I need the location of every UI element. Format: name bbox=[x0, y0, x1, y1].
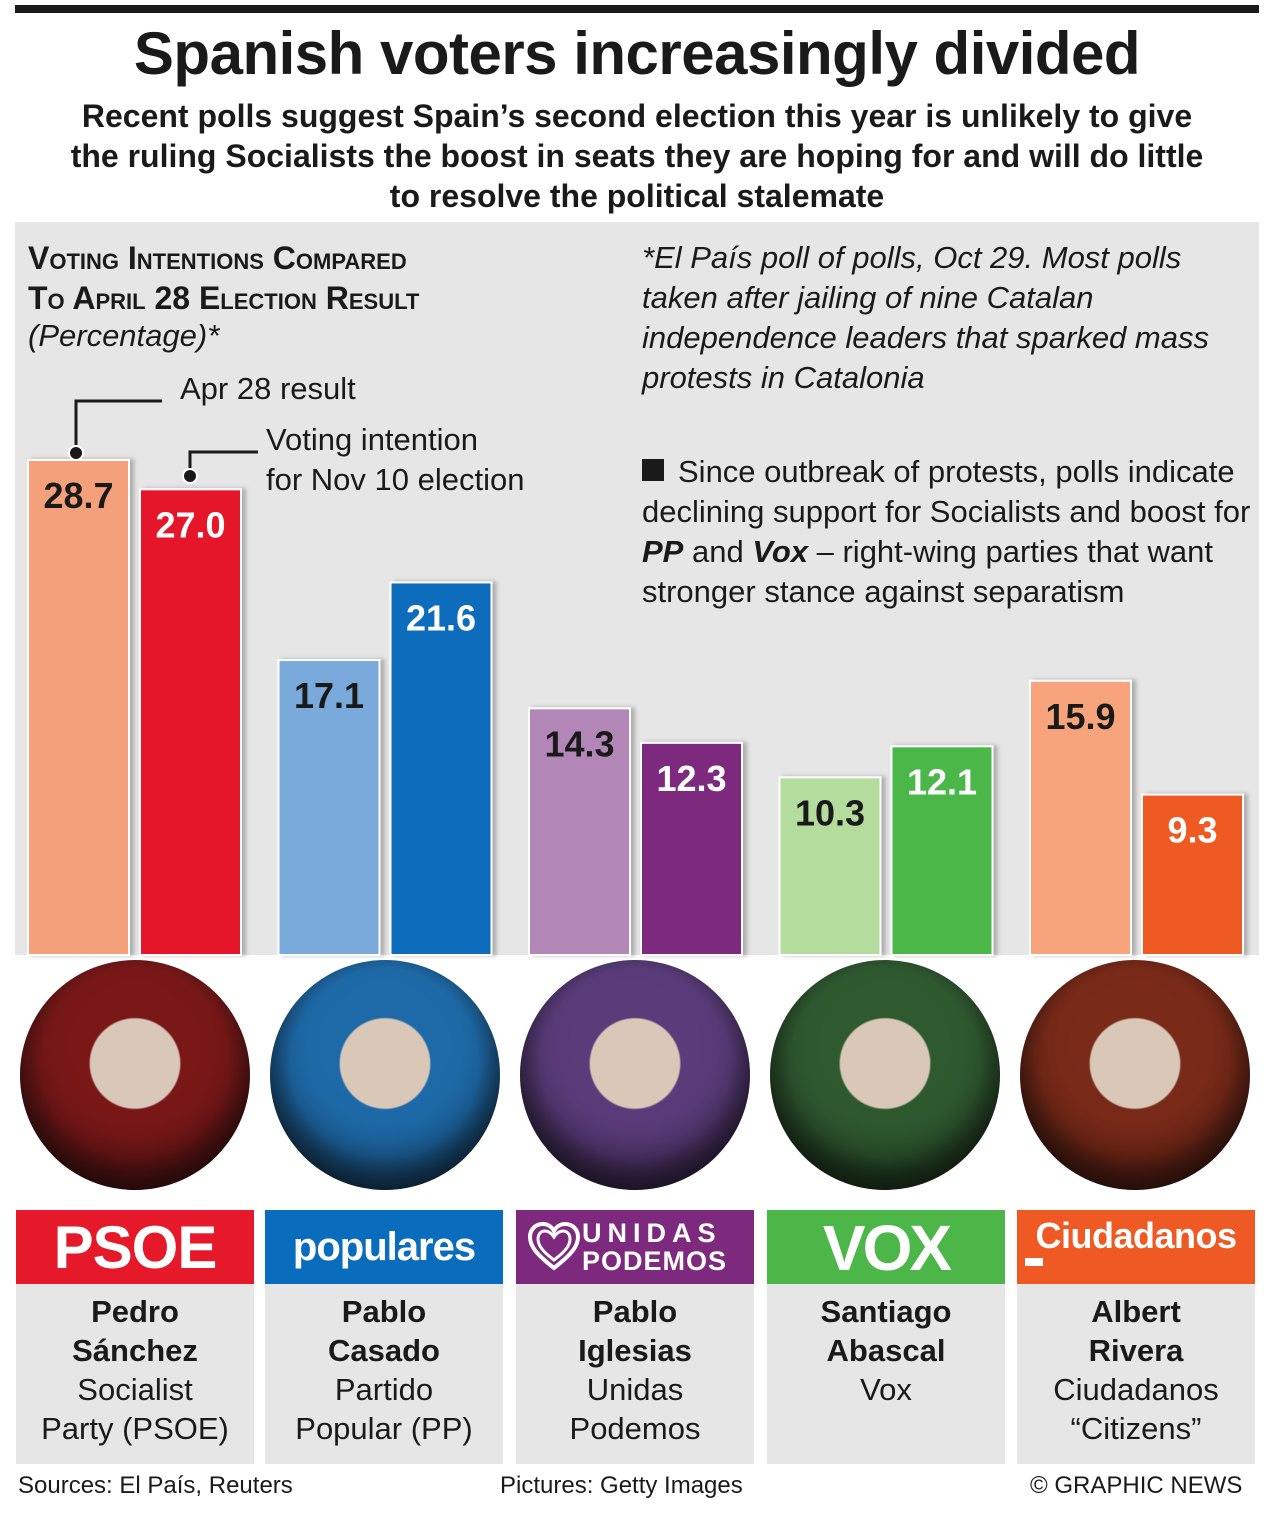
footer-sources: Sources: El País, Reuters bbox=[18, 1472, 293, 1499]
protest-note: Since outbreak of protests, polls indica… bbox=[642, 452, 1252, 612]
leader-name-2: Sánchez bbox=[72, 1333, 198, 1368]
footer-pictures: Pictures: Getty Images bbox=[500, 1472, 743, 1499]
legend-nov-leader bbox=[188, 450, 258, 476]
bar-nov-0 bbox=[139, 488, 242, 956]
party-name-1: Unidas bbox=[586, 1372, 684, 1407]
logo-psoe-text: PSOE bbox=[53, 1214, 218, 1281]
logo-pp: populares bbox=[265, 1210, 503, 1284]
protest-note-pp: PP bbox=[642, 534, 684, 569]
leader-name-1: Pablo bbox=[341, 1294, 427, 1329]
bar-apr-3 bbox=[778, 776, 882, 957]
bar-label-nov-1: 21.6 bbox=[406, 597, 476, 638]
logo-vox-text: VOX bbox=[822, 1212, 952, 1284]
legend-nov-line-2: for Nov 10 election bbox=[266, 462, 525, 497]
logo-podemos-line-1: UNIDAS bbox=[582, 1218, 722, 1248]
chart-heading-line-2: To April 28 Election Result bbox=[28, 280, 420, 316]
leader-name-2: Casado bbox=[328, 1333, 440, 1368]
legend-nov-dot bbox=[182, 468, 198, 484]
party-name-2: Podemos bbox=[569, 1411, 701, 1446]
party-name-2: Popular (PP) bbox=[295, 1411, 473, 1446]
heart-icon bbox=[528, 1222, 580, 1271]
bar-label-nov-3: 12.1 bbox=[907, 761, 977, 802]
logo-podemos-line-2: PODEMOS bbox=[582, 1246, 728, 1276]
photo-albert-rivera bbox=[1020, 960, 1250, 1190]
page-subtitle: Recent polls suggest Spain’s second elec… bbox=[70, 98, 1204, 214]
leader-name-1: Pablo bbox=[592, 1294, 678, 1329]
ciudadanos-mark-icon bbox=[1025, 1258, 1043, 1266]
photo-pablo-casado bbox=[270, 960, 500, 1190]
protest-note-b: – right-wing parties that want stronger … bbox=[642, 534, 1213, 609]
legend-nov-label: Voting intention for Nov 10 election bbox=[266, 420, 524, 500]
protest-note-and: and bbox=[683, 534, 753, 569]
logo-pp-text: populares bbox=[292, 1225, 476, 1269]
logo-vox: VOX bbox=[767, 1210, 1005, 1284]
bar-label-apr-4: 15.9 bbox=[1045, 696, 1115, 737]
leader-card-psoe: Pedro Sánchez Socialist Party (PSOE) bbox=[16, 1284, 254, 1464]
page-title: Spanish voters increasingly divided bbox=[133, 20, 1141, 87]
bar-chart: 28.7 27.0 17.1 21.6 14.3 12.3 10.3 12.1 15.9 9.3 bbox=[27, 399, 1244, 957]
leader-card-podemos: Pablo Iglesias Unidas Podemos bbox=[516, 1284, 754, 1464]
leader-name-1: Santiago bbox=[820, 1294, 952, 1329]
bullet-square-icon bbox=[642, 459, 664, 481]
logo-ciudadanos: Ciudadanos bbox=[1017, 1210, 1255, 1284]
bar-apr-2 bbox=[528, 707, 631, 956]
bar-label-nov-2: 12.3 bbox=[656, 758, 726, 799]
top-rule bbox=[15, 5, 1259, 13]
bar-apr-4 bbox=[1029, 679, 1132, 956]
photo-pablo-iglesias bbox=[520, 960, 750, 1190]
bar-label-apr-0: 28.7 bbox=[43, 475, 113, 516]
bar-nov-4 bbox=[1141, 793, 1244, 956]
leader-card-pp: Pablo Casado Partido Popular (PP) bbox=[265, 1284, 503, 1464]
legend-apr-leader bbox=[74, 399, 162, 453]
party-name-1: Ciudadanos bbox=[1053, 1372, 1219, 1407]
protest-note-vox: Vox bbox=[752, 534, 809, 569]
bar-apr-0 bbox=[27, 459, 130, 956]
poll-note: *El País poll of polls, Oct 29. Most pol… bbox=[642, 240, 1209, 395]
leader-name-2: Iglesias bbox=[578, 1333, 692, 1368]
logo-ciudadanos-text: Ciudadanos bbox=[1035, 1215, 1237, 1256]
logo-psoe: PSOE bbox=[16, 1210, 254, 1284]
bar-label-apr-2: 14.3 bbox=[544, 723, 614, 764]
bar-label-nov-0: 27.0 bbox=[155, 504, 225, 545]
leader-name-2: Rivera bbox=[1088, 1333, 1184, 1368]
logo-podemos: UNIDAS PODEMOS bbox=[516, 1210, 754, 1284]
party-name-1: Partido bbox=[334, 1372, 434, 1407]
protest-note-a: Since outbreak of protests, polls indica… bbox=[642, 454, 1251, 529]
leader-name-1: Albert bbox=[1091, 1294, 1181, 1329]
leader-card-ciudadanos: Albert Rivera Ciudadanos “Citizens” bbox=[1017, 1284, 1255, 1464]
leader-name-1: Pedro bbox=[91, 1294, 179, 1329]
footer-credit: © GRAPHIC NEWS bbox=[1030, 1472, 1243, 1499]
chart-heading: Voting Intentions Compared To April 28 E… bbox=[28, 238, 608, 318]
bar-label-apr-1: 17.1 bbox=[294, 675, 364, 716]
bar-label-apr-3: 10.3 bbox=[795, 792, 865, 833]
bar-label-nov-4: 9.3 bbox=[1167, 810, 1217, 851]
legend-nov-line-1: Voting intention bbox=[266, 422, 479, 457]
party-name-2: Party (PSOE) bbox=[41, 1411, 229, 1446]
chart-unit: (Percentage)* bbox=[28, 318, 220, 353]
party-name-1: Vox bbox=[860, 1372, 912, 1407]
legend-apr-label: Apr 28 result bbox=[180, 371, 356, 406]
leader-card-vox: Santiago Abascal Vox bbox=[767, 1284, 1005, 1464]
legend-leaders bbox=[68, 399, 258, 484]
bar-nov-1 bbox=[389, 581, 493, 956]
party-name-1: Socialist bbox=[77, 1372, 193, 1407]
bars-layer: 28.7 27.0 17.1 21.6 14.3 12.3 10.3 12.1 15.9 9.3 bbox=[27, 459, 1244, 957]
photo-pedro-sanchez bbox=[20, 960, 250, 1190]
bar-apr-1 bbox=[277, 659, 381, 957]
bar-nov-3 bbox=[890, 745, 994, 957]
party-name-2: “Citizens” bbox=[1070, 1411, 1202, 1446]
leader-name-2: Abascal bbox=[826, 1333, 946, 1368]
chart-heading-line-1: Voting Intentions Compared bbox=[28, 240, 407, 276]
legend-apr-dot bbox=[68, 445, 84, 461]
bar-nov-2 bbox=[640, 741, 743, 956]
photo-santiago-abascal bbox=[770, 960, 1000, 1190]
